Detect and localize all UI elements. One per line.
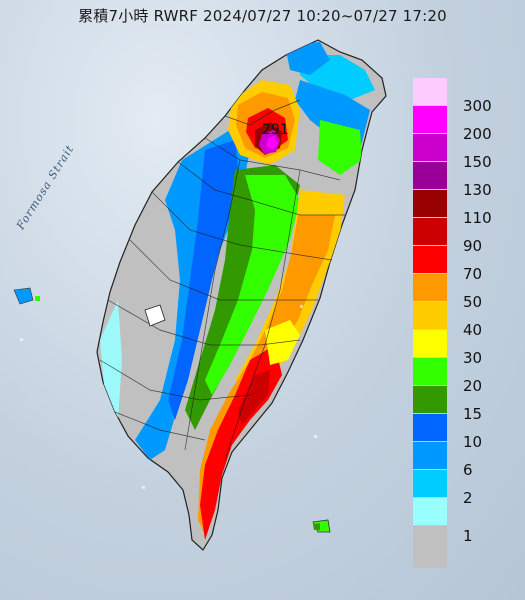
legend-label-6: 6 [463,461,473,479]
legend-swatch-0 [413,526,447,568]
rain-zone-1 [100,300,122,420]
legend-label-2: 2 [463,489,473,507]
penghu-green-cell [35,296,40,301]
legend-swatch-20 [413,358,447,385]
legend-label-50: 50 [463,293,483,311]
legend-label-1: 1 [463,527,473,545]
orchid-island [313,523,320,530]
legend-swatch-50 [413,274,447,301]
rain-zone-north6 [285,42,330,75]
legend-label-130: 130 [463,181,492,199]
legend-label-110: 110 [463,209,492,227]
legend-swatch-300 [413,78,447,105]
legend-swatch-200 [413,106,447,133]
rain-zone-90 [238,370,270,425]
legend-label-300: 300 [463,97,492,115]
rain-zone-north200 [266,136,278,150]
legend-label-150: 150 [463,153,492,171]
rainfall-legend: 300 200 150 130 110 90 70 50 40 30 20 15… [413,78,519,568]
legend-swatch-90 [413,218,447,245]
rain-zone-ne20 [318,120,362,175]
map-title: 累積7小時 RWRF 2024/07/27 10:20~07/27 17:20 [78,7,447,25]
legend-label-70: 70 [463,265,483,283]
county-boundaries [99,99,345,461]
legend-label-90: 90 [463,237,483,255]
legend-swatch-30 [413,330,447,357]
rain-zone-50 [198,215,335,535]
reservoir-marker [144,304,166,327]
legend-swatch-150 [413,134,447,161]
legend-swatch-130 [413,162,447,189]
legend-swatch-40 [413,302,447,329]
legend-label-30: 30 [463,349,483,367]
peak-rainfall-value: 291 [262,122,289,138]
legend-swatch-2 [413,470,447,497]
penghu-islands [13,287,34,305]
coastal-speckles [20,305,317,489]
legend-swatch-70 [413,246,447,273]
legend-swatch-110 [413,190,447,217]
legend-swatch-15 [413,386,447,413]
legend-label-10: 10 [463,433,483,451]
legend-swatch-1 [413,498,447,525]
legend-label-200: 200 [463,125,492,143]
legend-swatch-10 [413,414,447,441]
rain-zone-10 [168,140,240,420]
legend-swatch-6 [413,442,447,469]
legend-label-15: 15 [463,405,483,423]
legend-label-40: 40 [463,321,483,339]
rain-zone-20 [205,175,300,395]
legend-label-20: 20 [463,377,483,395]
